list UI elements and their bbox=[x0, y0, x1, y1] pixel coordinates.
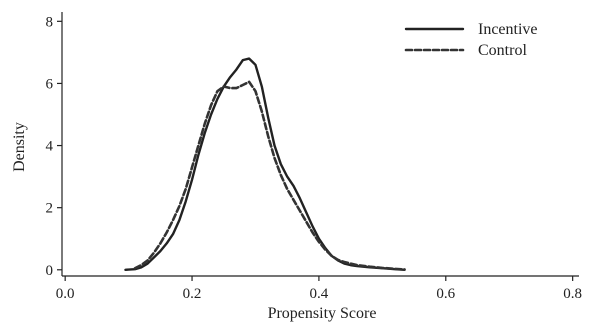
x-tick-label: 0.2 bbox=[183, 286, 202, 302]
series-line-incentive bbox=[124, 57, 406, 271]
y-tick-label: 0 bbox=[46, 263, 54, 279]
series-layer bbox=[124, 57, 406, 271]
x-axis-ticks: 0.0 0.2 0.4 0.6 0.8 bbox=[56, 276, 582, 302]
legend-label-control: Control bbox=[478, 42, 527, 59]
y-axis-label: Density bbox=[11, 122, 28, 172]
x-axis-label: Propensity Score bbox=[268, 305, 377, 322]
x-tick-label: 0.6 bbox=[436, 286, 455, 302]
x-tick-label: 0.4 bbox=[310, 286, 329, 302]
series-line-control bbox=[133, 80, 406, 271]
x-tick-label: 0.8 bbox=[563, 286, 582, 302]
legend: Incentive Control bbox=[404, 21, 538, 59]
x-tick-label: 0.0 bbox=[56, 286, 75, 302]
y-tick-label: 8 bbox=[46, 14, 54, 30]
y-tick-label: 2 bbox=[46, 201, 54, 217]
y-tick-label: 4 bbox=[46, 139, 54, 155]
legend-label-incentive: Incentive bbox=[478, 21, 538, 38]
y-axis-ticks: 0 2 4 6 8 bbox=[46, 14, 62, 279]
y-tick-label: 6 bbox=[46, 76, 54, 92]
